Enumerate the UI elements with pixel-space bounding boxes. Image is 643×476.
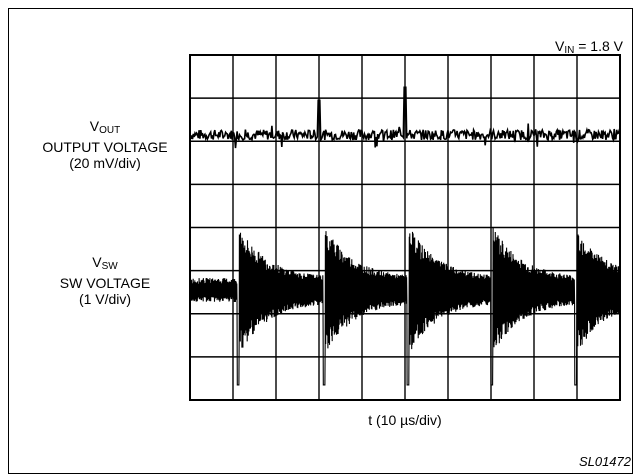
vsw-trace-label: VSW SW VOLTAGE (1 V/div) bbox=[59, 254, 151, 307]
vin-condition-label: VIN = 1.8 V bbox=[555, 38, 623, 56]
x-axis-label: t (10 µs/div) bbox=[368, 412, 442, 428]
figure-frame bbox=[8, 8, 633, 474]
oscilloscope-grid bbox=[189, 54, 621, 401]
figure-id: SL01472 bbox=[578, 454, 631, 469]
vout-trace bbox=[189, 86, 621, 149]
vout-trace-label: VOUT OUTPUT VOLTAGE (20 mV/div) bbox=[42, 118, 168, 171]
vsw-trace bbox=[189, 226, 621, 386]
trace-group bbox=[189, 86, 621, 386]
